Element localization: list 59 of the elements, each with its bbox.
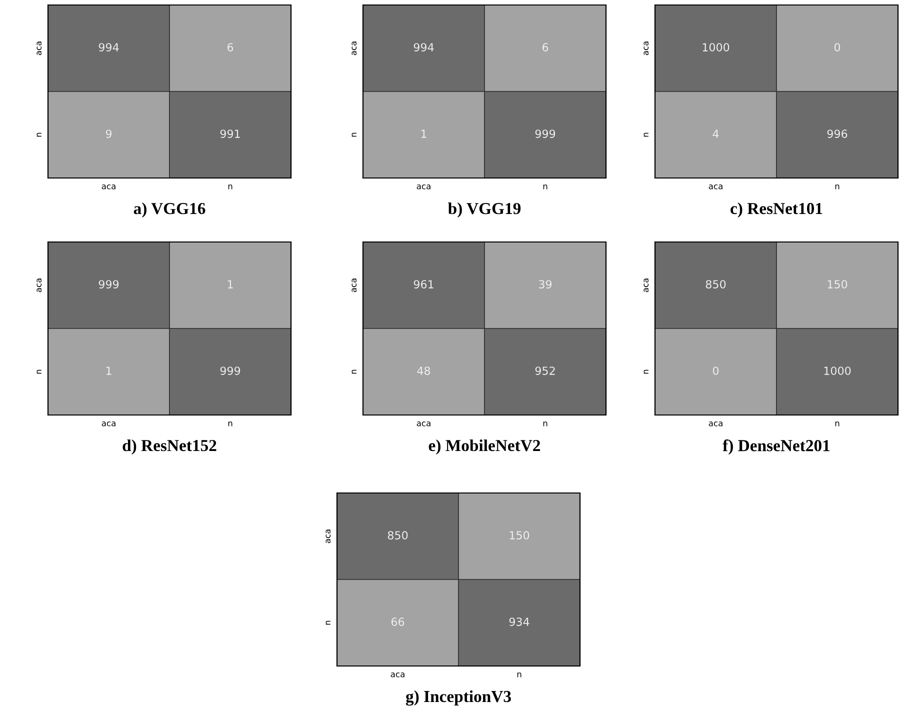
y-tick-label: aca — [36, 42, 42, 56]
y-tick-label: aca — [352, 278, 357, 292]
text: e) MobileNetV2 — [428, 439, 540, 455]
data-label: 961 — [414, 280, 434, 288]
data-label: 999 — [98, 280, 119, 288]
x-tick-label: aca — [102, 422, 116, 426]
x-tick-label: aca — [416, 422, 430, 426]
x-tick-label: n — [228, 184, 232, 190]
y-tick-label: n — [36, 370, 42, 374]
x-tick-label: aca — [102, 184, 116, 190]
data-label: 9 — [106, 130, 112, 138]
text: a) VGG16 — [134, 202, 206, 218]
y-tick-label: aca — [644, 42, 649, 56]
text: d) ResNet152 — [122, 439, 216, 455]
x-tick-label: n — [835, 422, 840, 426]
data-label: 39 — [539, 280, 552, 288]
data-label: 0 — [712, 366, 719, 375]
y-tick-label: aca — [644, 278, 649, 292]
data-label: 952 — [535, 366, 555, 375]
data-label: 999 — [220, 366, 240, 375]
data-label: 1 — [228, 280, 233, 288]
data-label: 850 — [388, 531, 408, 540]
x-tick-label: aca — [708, 184, 722, 190]
text: b) VGG19 — [448, 202, 521, 218]
data-label: 999 — [535, 130, 556, 138]
data-label: 1 — [421, 130, 426, 138]
data-label: 150 — [510, 531, 530, 540]
y-tick-label: aca — [36, 278, 42, 292]
y-tick-label: aca — [352, 42, 357, 56]
data-label: 48 — [417, 366, 430, 375]
text: c) ResNet101 — [730, 202, 822, 218]
data-label: 66 — [391, 618, 404, 626]
data-label: 1000 — [824, 366, 851, 375]
x-tick-label: n — [543, 422, 548, 426]
data-label: 6 — [227, 43, 234, 52]
y-tick-label: n — [644, 132, 648, 137]
data-label: 991 — [220, 130, 240, 138]
y-tick-label: n — [644, 370, 648, 374]
x-tick-label: aca — [416, 184, 430, 190]
data-label: 994 — [414, 43, 434, 52]
text: g) InceptionV3 — [406, 690, 511, 706]
data-label: 850 — [706, 280, 726, 288]
data-label: 1000 — [702, 43, 730, 52]
data-label: 6 — [542, 43, 548, 52]
data-label: 150 — [828, 280, 848, 288]
x-tick-label: n — [543, 184, 548, 190]
data-label: 994 — [98, 43, 119, 52]
data-label: 934 — [509, 618, 530, 626]
data-label: 4 — [712, 130, 719, 138]
x-tick-label: aca — [708, 422, 722, 426]
data-label: 996 — [827, 130, 848, 138]
x-tick-label: n — [228, 422, 232, 426]
data-label: 1 — [106, 366, 112, 375]
x-tick-label: n — [835, 184, 840, 190]
y-tick-label: n — [352, 132, 356, 137]
y-tick-label: n — [36, 132, 42, 137]
y-tick-label: n — [352, 370, 356, 374]
data-label: 0 — [834, 43, 840, 52]
text: f) DenseNet201 — [722, 439, 830, 455]
